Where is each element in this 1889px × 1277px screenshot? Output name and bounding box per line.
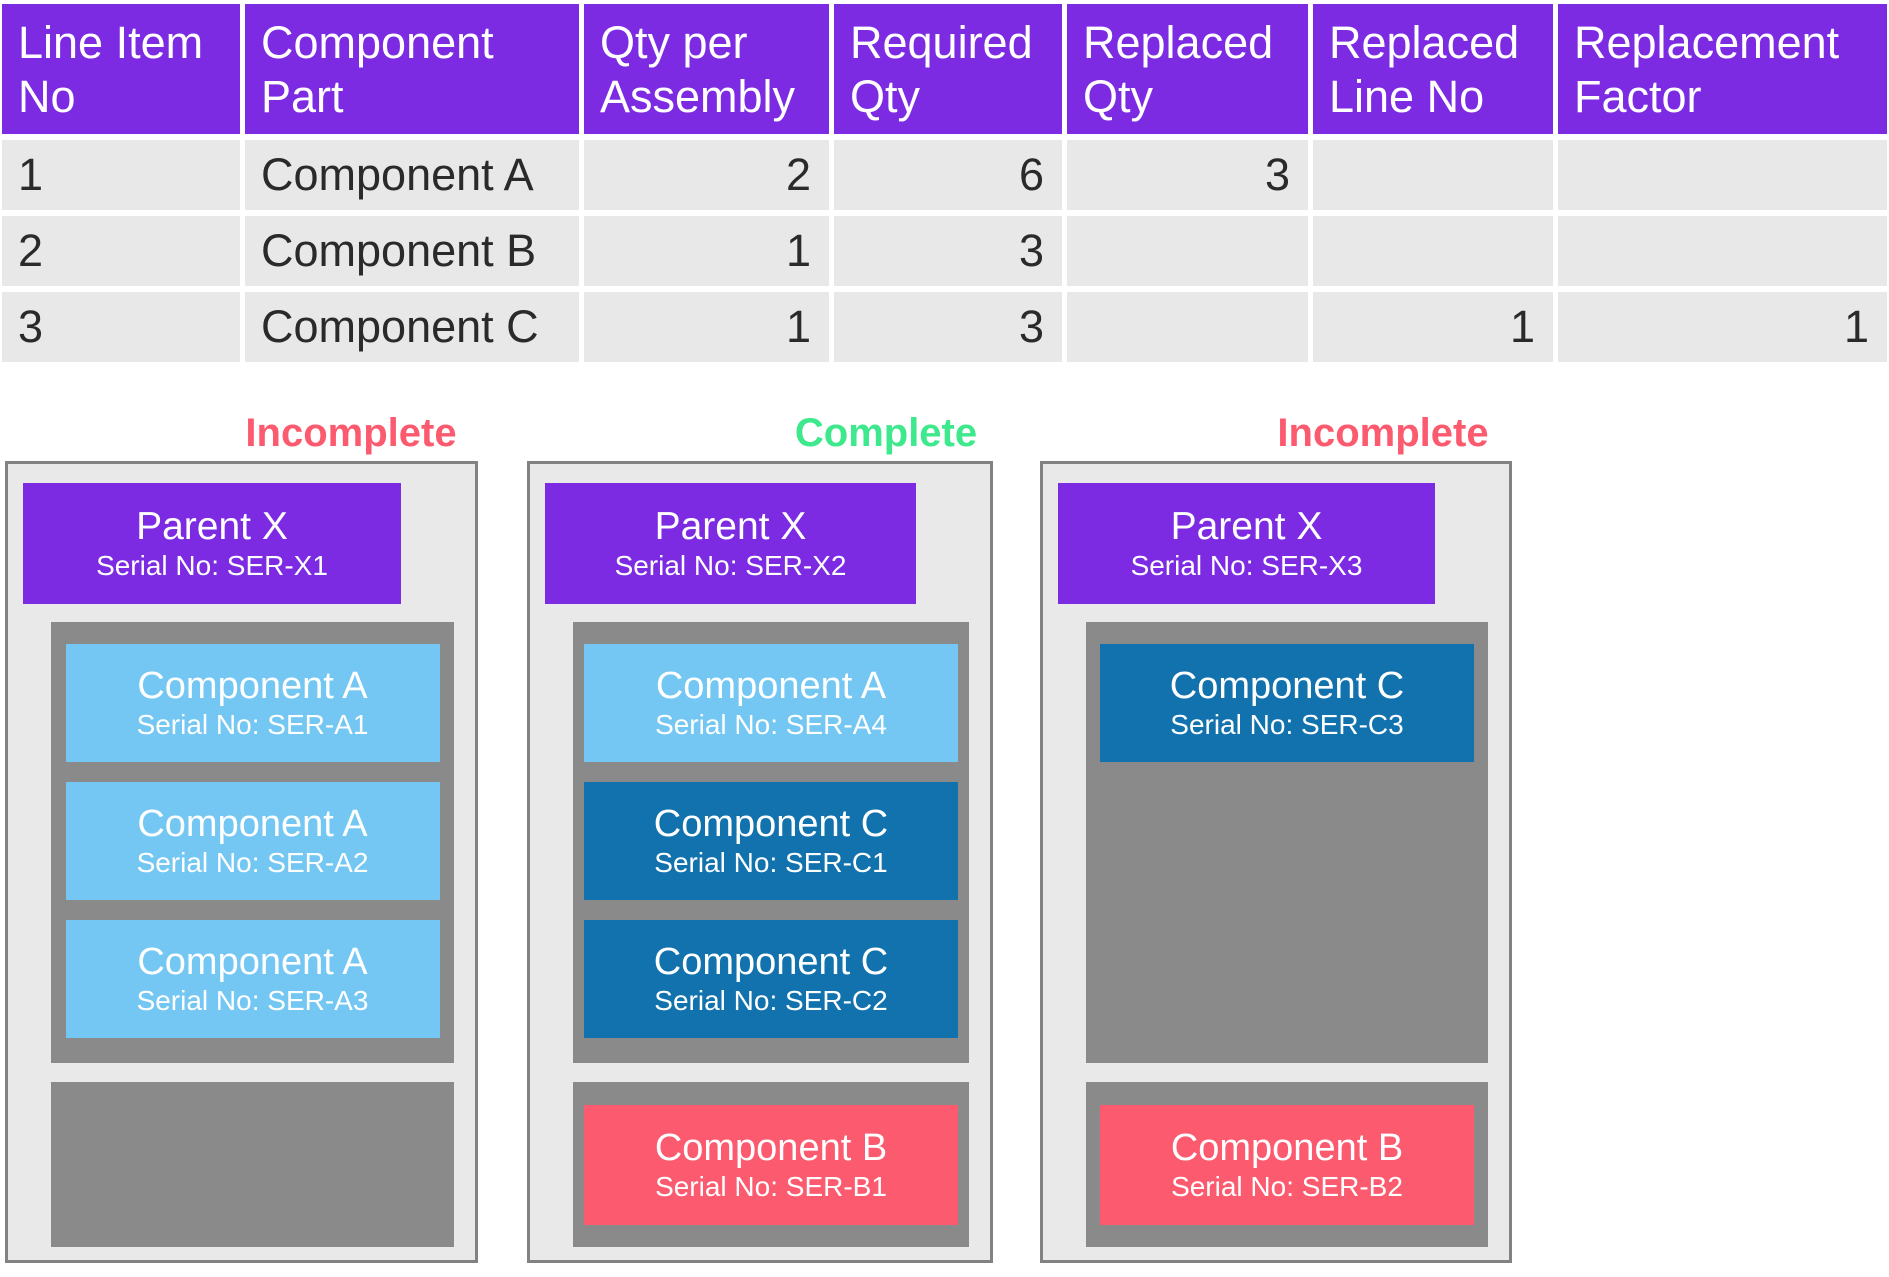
cell-qty-per-assembly: 1 — [584, 292, 829, 362]
component-serial: Serial No: SER-A2 — [136, 847, 369, 878]
component-name: Component A — [137, 803, 368, 845]
component-slot-bottom-empty — [51, 1082, 454, 1247]
component-serial: Serial No: SER-A3 — [136, 985, 369, 1016]
component-serial: Serial No: SER-C3 — [1170, 709, 1404, 740]
header-component-part: Component Part — [245, 4, 579, 134]
header-replacement-factor: Replacement Factor — [1558, 4, 1887, 134]
header-required-qty: Required Qty — [834, 4, 1062, 134]
component-name: Component C — [1169, 665, 1405, 707]
component-name: Component C — [653, 803, 889, 845]
parent-box: Parent X Serial No: SER-X1 — [23, 483, 401, 604]
component-slot-main: Component A Serial No: SER-A4 Component … — [573, 622, 969, 1063]
component-name: Component A — [137, 665, 368, 707]
parent-name: Parent X — [1170, 504, 1323, 548]
component-name: Component B — [654, 1126, 888, 1169]
component-box: Component C Serial No: SER-C2 — [584, 920, 958, 1038]
component-slot-main: Component A Serial No: SER-A1 Component … — [51, 622, 454, 1063]
cell-line-no: 3 — [2, 292, 240, 362]
component-box: Component B Serial No: SER-B1 — [584, 1104, 958, 1225]
cell-replaced-qty: 3 — [1067, 140, 1308, 210]
component-serial: Serial No: SER-C1 — [654, 847, 888, 878]
cell-replacement-factor: 1 — [1558, 292, 1887, 362]
cell-qty-per-assembly: 2 — [584, 140, 829, 210]
cell-replaced-qty — [1067, 216, 1308, 286]
cell-qty-per-assembly: 1 — [584, 216, 829, 286]
status-label-complete: Complete — [794, 411, 978, 455]
component-name: Component A — [137, 941, 368, 983]
assembly-panel-3: Parent X Serial No: SER-X3 Component C S… — [1040, 461, 1512, 1263]
assembly-panel-2: Parent X Serial No: SER-X2 Component A S… — [527, 461, 993, 1263]
parent-box: Parent X Serial No: SER-X2 — [545, 483, 916, 604]
header-line-item-no: Line Item No — [2, 4, 240, 134]
parent-serial: Serial No: SER-X1 — [96, 549, 328, 581]
component-box: Component A Serial No: SER-A1 — [65, 644, 440, 762]
header-replaced-qty: Replaced Qty — [1067, 4, 1308, 134]
parent-name: Parent X — [136, 504, 288, 548]
component-slot-bottom: Component B Serial No: SER-B2 — [1086, 1082, 1488, 1247]
cell-component-part: Component C — [245, 292, 579, 362]
parent-serial: Serial No: SER-X2 — [614, 549, 847, 581]
cell-line-no: 1 — [2, 140, 240, 210]
component-box: Component C Serial No: SER-C1 — [584, 782, 958, 900]
component-serial: Serial No: SER-B2 — [1171, 1170, 1403, 1202]
component-serial: Serial No: SER-A1 — [136, 709, 369, 740]
cell-required-qty: 3 — [834, 216, 1062, 286]
bom-table: Line Item No Component Part Qty per Asse… — [2, 4, 1887, 362]
component-name: Component A — [655, 665, 887, 707]
cell-line-no: 2 — [2, 216, 240, 286]
cell-required-qty: 3 — [834, 292, 1062, 362]
parent-serial: Serial No: SER-X3 — [1130, 549, 1363, 581]
component-slot-main: Component C Serial No: SER-C3 — [1086, 622, 1488, 1063]
component-box: Component A Serial No: SER-A3 — [65, 920, 440, 1038]
assembly-panel-1: Parent X Serial No: SER-X1 Component A S… — [5, 461, 478, 1263]
component-serial: Serial No: SER-A4 — [655, 709, 887, 740]
component-box: Component C Serial No: SER-C3 — [1100, 644, 1474, 762]
cell-replacement-factor — [1558, 216, 1887, 286]
parent-name: Parent X — [654, 504, 807, 548]
cell-replaced-qty — [1067, 292, 1308, 362]
component-name: Component C — [653, 941, 889, 983]
status-label-incomplete-1: Incomplete — [245, 411, 457, 455]
status-label-incomplete-2: Incomplete — [1277, 411, 1489, 455]
component-slot-bottom: Component B Serial No: SER-B1 — [573, 1082, 969, 1247]
cell-replaced-line-no: 1 — [1313, 292, 1553, 362]
cell-component-part: Component A — [245, 140, 579, 210]
header-replaced-line-no: Replaced Line No — [1313, 4, 1553, 134]
component-serial: Serial No: SER-B1 — [655, 1170, 887, 1202]
component-serial: Serial No: SER-C2 — [654, 985, 888, 1016]
header-qty-per-assembly: Qty per Assembly — [584, 4, 829, 134]
cell-component-part: Component B — [245, 216, 579, 286]
component-box: Component A Serial No: SER-A4 — [584, 644, 958, 762]
cell-replaced-line-no — [1313, 140, 1553, 210]
component-name: Component B — [1170, 1126, 1404, 1169]
cell-replacement-factor — [1558, 140, 1887, 210]
parent-box: Parent X Serial No: SER-X3 — [1058, 483, 1435, 604]
cell-required-qty: 6 — [834, 140, 1062, 210]
cell-replaced-line-no — [1313, 216, 1553, 286]
component-box: Component B Serial No: SER-B2 — [1100, 1104, 1474, 1225]
component-box: Component A Serial No: SER-A2 — [65, 782, 440, 900]
